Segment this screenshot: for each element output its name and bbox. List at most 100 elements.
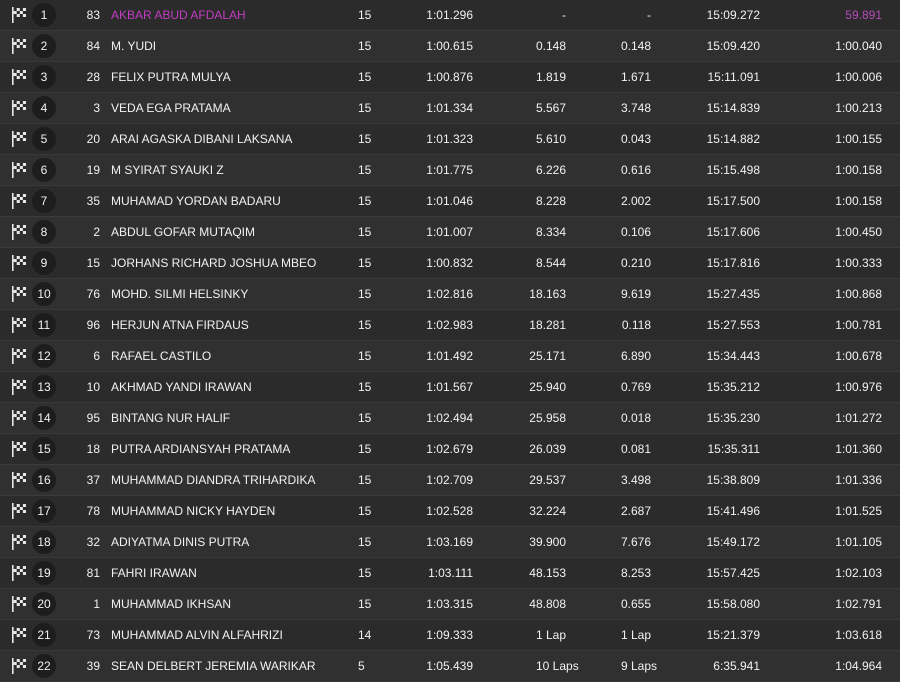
table-row[interactable]: 13 10 AKHMAD YANDI IRAWAN 15 1:01.567 25.940 0… [0, 372, 900, 403]
checkered-flag-icon [10, 626, 28, 644]
laps-completed: 15 [358, 225, 372, 239]
gap-to-leader: 25.940 [529, 380, 566, 394]
total-time: 15:21.379 [706, 628, 760, 642]
rider-name: HERJUN ATNA FIRDAUS [111, 318, 249, 332]
total-time: 15:35.311 [707, 442, 761, 456]
fastest-lap: 1:00.450 [835, 225, 882, 239]
best-lap-time: 1:03.315 [426, 597, 473, 611]
checkered-flag-icon [10, 99, 28, 117]
table-row[interactable]: 9 15 JORHANS RICHARD JOSHUA MBEO 15 1:00.832… [0, 248, 900, 279]
table-row[interactable]: 3 28 FELIX PUTRA MULYA 15 1:00.876 1.819 1.671… [0, 62, 900, 93]
checkered-flag-icon [10, 68, 28, 86]
table-row[interactable]: 18 32 ADIYATMA DINIS PUTRA 15 1:03.169 39.900… [0, 527, 900, 558]
gap-to-leader: 8.544 [535, 256, 566, 270]
checkered-flag-icon [10, 37, 28, 55]
table-row[interactable]: 1 83 AKBAR ABUD AFDALAH 15 1:01.296 - - 15:09.2… [0, 0, 900, 31]
rider-number: 3 [93, 101, 100, 115]
best-lap-time: 1:02.679 [426, 442, 473, 456]
laps-completed: 15 [358, 473, 372, 487]
table-row[interactable]: 21 73 MUHAMMAD ALVIN ALFAHRIZI 14 1:09.333 1 … [0, 620, 900, 651]
gap-to-leader: 48.153 [529, 566, 566, 580]
table-row[interactable]: 16 37 MUHAMMAD DIANDRA TRIHARDIKA 15 1:02.70… [0, 465, 900, 496]
best-lap-time: 1:01.296 [426, 8, 473, 22]
table-row[interactable]: 14 95 BINTANG NUR HALIF 15 1:02.494 25.958 0.0… [0, 403, 900, 434]
gap-to-leader: 25.958 [529, 411, 566, 425]
gap-to-leader: 18.163 [529, 287, 566, 301]
gap-to-leader: 25.171 [529, 349, 566, 363]
gap-to-previous: 3.498 [620, 473, 651, 487]
laps-completed: 5 [358, 659, 365, 673]
total-time: 15:14.882 [706, 132, 760, 146]
rider-name: MOHD. SILMI HELSINKY [111, 287, 249, 301]
table-row[interactable]: 11 96 HERJUN ATNA FIRDAUS 15 1:02.983 18.281 0… [0, 310, 900, 341]
gap-to-leader: 5.610 [535, 132, 566, 146]
gap-to-previous: 2.002 [620, 194, 651, 208]
checkered-flag-icon [10, 316, 28, 334]
laps-completed: 15 [358, 194, 372, 208]
position-badge: 13 [32, 375, 56, 399]
fastest-lap: 1:00.155 [835, 132, 882, 146]
table-row[interactable]: 4 3 VEDA EGA PRATAMA 15 1:01.334 5.567 3.748 15… [0, 93, 900, 124]
gap-to-leader: 8.334 [535, 225, 566, 239]
gap-to-previous: 0.018 [620, 411, 651, 425]
rider-number: 81 [86, 566, 100, 580]
checkered-flag-icon [10, 254, 28, 272]
position-badge: 3 [32, 65, 56, 89]
checkered-flag-icon [10, 595, 28, 613]
gap-to-previous: 0.655 [620, 597, 651, 611]
table-row[interactable]: 5 20 ARAI AGASKA DIBANI LAKSANA 15 1:01.323 5… [0, 124, 900, 155]
laps-completed: 15 [358, 380, 372, 394]
rider-name: JORHANS RICHARD JOSHUA MBEO [111, 256, 317, 270]
table-row[interactable]: 8 2 ABDUL GOFAR MUTAQIM 15 1:01.007 8.334 0.10… [0, 217, 900, 248]
table-row[interactable]: 7 35 MUHAMAD YORDAN BADARU 15 1:01.046 8.228 2… [0, 186, 900, 217]
total-time: 15:49.172 [706, 535, 760, 549]
checkered-flag-icon [10, 347, 28, 365]
rider-name: M. YUDI [111, 39, 157, 53]
table-row[interactable]: 6 19 M SYIRAT SYAUKI Z 15 1:01.775 6.226 0.616… [0, 155, 900, 186]
position-badge: 10 [32, 282, 56, 306]
fastest-lap: 1:02.791 [835, 597, 882, 611]
table-row[interactable]: 20 1 MUHAMMAD IKHSAN 15 1:03.315 48.808 0.655 1… [0, 589, 900, 620]
rider-name: PUTRA ARDIANSYAH PRATAMA [111, 442, 291, 456]
gap-to-previous: 0.769 [620, 380, 651, 394]
table-row[interactable]: 22 39 SEAN DELBERT JEREMIA WARIKAR 5 1:05.43… [0, 651, 900, 682]
best-lap-time: 1:00.832 [426, 256, 473, 270]
total-time: 15:41.496 [706, 504, 760, 518]
table-row[interactable]: 10 76 MOHD. SILMI HELSINKY 15 1:02.816 18.163… [0, 279, 900, 310]
fastest-lap: 59.891 [845, 8, 882, 22]
position-badge: 21 [32, 623, 56, 647]
laps-completed: 14 [358, 628, 372, 642]
checkered-flag-icon [10, 223, 28, 241]
gap-to-previous: 0.616 [620, 163, 651, 177]
best-lap-time: 1:01.567 [426, 380, 473, 394]
best-lap-time: 1:00.615 [426, 39, 473, 53]
laps-completed: 15 [358, 504, 372, 518]
fastest-lap: 1:00.006 [835, 70, 882, 84]
checkered-flag-icon [10, 409, 28, 427]
rider-name: RAFAEL CASTILO [111, 349, 212, 363]
gap-to-previous: 3.748 [620, 101, 651, 115]
table-row[interactable]: 19 81 FAHRI IRAWAN 15 1:03.111 48.153 8.253 15:… [0, 558, 900, 589]
total-time: 15:17.816 [706, 256, 760, 270]
gap-to-leader: 8.228 [535, 194, 566, 208]
checkered-flag-icon [10, 6, 28, 24]
best-lap-time: 1:01.775 [426, 163, 473, 177]
gap-to-leader: 0.148 [535, 39, 566, 53]
fastest-lap: 1:00.158 [835, 194, 882, 208]
checkered-flag-icon [10, 130, 28, 148]
table-row[interactable]: 2 84 M. YUDI 15 1:00.615 0.148 0.148 15:09.420 1… [0, 31, 900, 62]
gap-to-previous: 2.687 [620, 504, 651, 518]
rider-name: AKBAR ABUD AFDALAH [111, 8, 246, 22]
table-row[interactable]: 12 6 RAFAEL CASTILO 15 1:01.492 25.171 6.890 15… [0, 341, 900, 372]
table-row[interactable]: 15 18 PUTRA ARDIANSYAH PRATAMA 15 1:02.679 26… [0, 434, 900, 465]
rider-name: AKHMAD YANDI IRAWAN [111, 380, 252, 394]
checkered-flag-icon [10, 564, 28, 582]
position-badge: 7 [32, 189, 56, 213]
gap-to-leader: 32.224 [529, 504, 566, 518]
table-row[interactable]: 17 78 MUHAMMAD NICKY HAYDEN 15 1:02.528 32.22… [0, 496, 900, 527]
fastest-lap: 1:02.103 [835, 566, 882, 580]
best-lap-time: 1:02.709 [426, 473, 473, 487]
gap-to-previous: 9 Laps [621, 659, 658, 673]
gap-to-leader: 29.537 [529, 473, 566, 487]
